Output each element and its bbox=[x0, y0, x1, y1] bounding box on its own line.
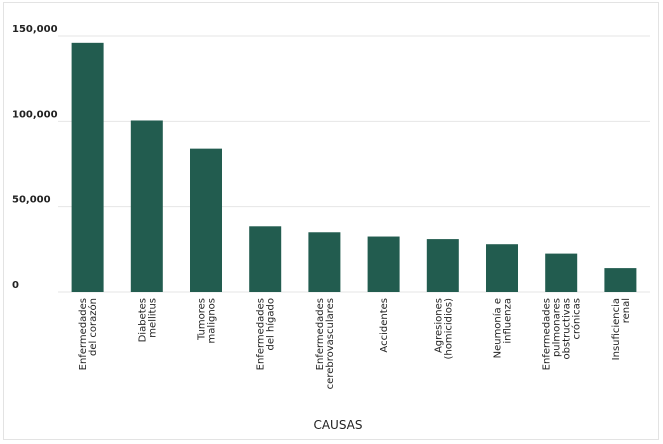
x-tick-label-line: Enfermedades bbox=[542, 298, 553, 370]
x-tick-label-1: Diabetes mellitus bbox=[137, 298, 158, 342]
x-tick-label-line: cerebrovasculares bbox=[325, 298, 336, 389]
y-tick-label: 0 bbox=[12, 280, 19, 291]
x-tick-label-9: Insuficiencia renal bbox=[611, 298, 632, 360]
x-tick-label-6: Agresiones (homicidios) bbox=[433, 298, 454, 360]
x-tick-label-line: renal bbox=[621, 298, 632, 323]
x-tick-label-2: Tumores malignos bbox=[197, 298, 218, 343]
y-tick-label: 50,000 bbox=[12, 195, 51, 206]
x-tick-label-3: Enfermedades del hígado bbox=[256, 298, 277, 370]
x-tick-label-8: Enfermedades pulmonares obstructivas crónic… bbox=[542, 298, 583, 370]
x-axis-ticks: Enfermedades del corazón Diabetes mellitus T… bbox=[78, 298, 632, 389]
bar-4 bbox=[308, 232, 341, 292]
x-tick-label-4: Enfermedades cerebrovasculares bbox=[315, 298, 336, 389]
x-tick-label-line: pulmonares bbox=[552, 298, 563, 357]
chart-frame bbox=[3, 2, 659, 440]
x-tick-label-line: Accidentes bbox=[379, 298, 390, 353]
x-tick-label-line: obstructivas bbox=[562, 298, 573, 360]
x-tick-label-line: Insuficiencia bbox=[611, 298, 622, 360]
y-axis-ticks: 0 50,000 100,000 150,000 bbox=[12, 24, 58, 291]
bar-6 bbox=[426, 239, 459, 292]
bar-3 bbox=[249, 226, 282, 292]
x-tick-label-5: Accidentes bbox=[379, 298, 390, 353]
x-tick-label-0: Enfermedades del corazón bbox=[78, 298, 99, 370]
bar-1 bbox=[130, 120, 163, 292]
x-tick-label-line: Diabetes bbox=[137, 298, 148, 342]
x-tick-label-7: Neumonía e influenza bbox=[492, 298, 514, 358]
x-tick-label-line: Tumores bbox=[197, 298, 208, 341]
x-tick-label-line: Enfermedades bbox=[315, 298, 326, 370]
x-tick-label-line: (homicidios) bbox=[443, 298, 454, 360]
x-tick-label-line: del hígado bbox=[265, 298, 277, 351]
x-tick-label-line: del corazón bbox=[87, 298, 99, 356]
bar-7 bbox=[486, 244, 518, 292]
x-tick-label-line: mellitus bbox=[147, 298, 158, 338]
x-tick-label-line: Neumonía e bbox=[492, 298, 504, 358]
x-tick-label-line: malignos bbox=[207, 298, 218, 343]
x-tick-label-line: influenza bbox=[503, 298, 514, 344]
y-tick-label: 150,000 bbox=[12, 24, 58, 35]
bar-5 bbox=[367, 236, 400, 292]
bars bbox=[71, 42, 637, 293]
bar-9 bbox=[604, 268, 637, 292]
x-tick-label-line: Enfermedades bbox=[256, 298, 267, 370]
bar-0 bbox=[71, 42, 104, 293]
x-tick-label-line: Agresiones bbox=[433, 298, 444, 353]
y-tick-label: 100,000 bbox=[12, 109, 58, 120]
x-axis-title: CAUSAS bbox=[313, 418, 362, 432]
bar-8 bbox=[545, 253, 578, 292]
bar-2 bbox=[190, 148, 222, 292]
x-tick-label-line: Enfermedades bbox=[78, 298, 89, 370]
x-tick-label-line: crónicas bbox=[571, 298, 583, 339]
